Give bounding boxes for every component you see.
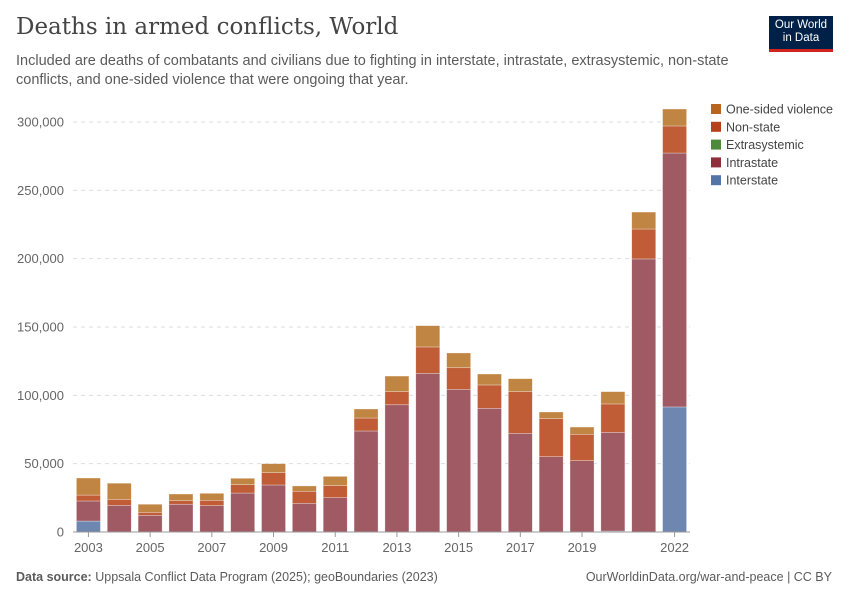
x-tick-label: 2013 — [382, 540, 411, 555]
bar-segment-one-sided-violence — [137, 503, 163, 513]
bar-segment-intrastate — [538, 456, 564, 533]
y-tick-label: 0 — [57, 525, 64, 540]
x-tick-label: 2017 — [506, 540, 535, 555]
bar-segment-intrastate — [168, 503, 194, 533]
bar-segment-interstate — [76, 520, 101, 533]
legend-label: One-sided violence — [726, 103, 833, 117]
x-tick-label: 2003 — [74, 540, 103, 555]
x-tick-label: 2022 — [660, 540, 689, 555]
bar-segment-non-state — [137, 512, 163, 516]
bar-segment-one-sided-violence — [292, 485, 317, 492]
data-source: Data source: Uppsala Conflict Data Progr… — [16, 570, 438, 584]
bar-segment-non-state — [631, 228, 657, 260]
bar-segment-one-sided-violence — [600, 391, 626, 405]
bar-segment-one-sided-violence — [261, 463, 286, 473]
bar-segment-non-state — [353, 417, 379, 432]
y-tick-label: 150,000 — [17, 320, 64, 335]
bar-segment-non-state — [477, 384, 502, 409]
x-tick-label: 2009 — [259, 540, 288, 555]
bar-segment-one-sided-violence — [384, 375, 410, 392]
bar-segment-non-state — [76, 494, 101, 502]
legend-label: Interstate — [726, 174, 778, 188]
bar-segment-one-sided-violence — [415, 325, 441, 348]
y-tick-label: 300,000 — [17, 115, 64, 130]
y-tick-label: 250,000 — [17, 183, 64, 198]
bar-segment-intrastate — [508, 433, 533, 533]
bar-segment-intrastate — [76, 500, 101, 522]
legend-swatch — [711, 175, 721, 186]
bar-segment-non-state — [569, 433, 595, 461]
legend-swatch — [711, 139, 721, 150]
bar-segment-one-sided-violence — [199, 493, 225, 501]
bar-segment-non-state — [230, 484, 255, 494]
bar-segment-intrastate — [384, 404, 410, 533]
legend-swatch — [711, 121, 721, 132]
source-text: Uppsala Conflict Data Program (2025); ge… — [95, 570, 438, 584]
bar-segment-non-state — [292, 490, 317, 504]
chart-subtitle: Included are deaths of combatants and ci… — [16, 53, 729, 88]
bar-segment-one-sided-violence — [106, 482, 132, 500]
bar-segment-non-state — [261, 472, 286, 486]
x-tick-label: 2007 — [197, 540, 226, 555]
bar-segment-non-state — [199, 499, 225, 506]
bar-segment-intrastate — [137, 515, 163, 533]
bar-segment-intrastate — [106, 505, 132, 533]
bar-segment-intrastate — [199, 505, 225, 533]
x-tick-label: 2019 — [568, 540, 597, 555]
bar-segment-intrastate — [292, 502, 317, 533]
bar-segment-intrastate — [631, 258, 657, 533]
bar-segment-non-state — [322, 485, 348, 498]
legend-swatch — [711, 104, 721, 114]
bar-segment-one-sided-violence — [538, 411, 564, 420]
chart-title: Deaths in armed conflicts, World — [16, 14, 399, 40]
x-tick-label: 2011 — [321, 540, 349, 555]
legend-label: Non-state — [726, 120, 780, 134]
bar-segment-one-sided-violence — [168, 493, 194, 502]
bar-segment-intrastate — [415, 373, 441, 533]
bar-segment-one-sided-violence — [662, 108, 687, 127]
source-label: Data source: — [16, 570, 92, 584]
legend-swatch — [711, 157, 721, 168]
bar-segment-non-state — [384, 391, 410, 406]
bar-segment-non-state — [600, 403, 626, 433]
bar-segment-one-sided-violence — [353, 408, 379, 419]
bar-segment-non-state — [538, 418, 564, 457]
bar-segment-one-sided-violence — [569, 426, 595, 435]
y-tick-label: 50,000 — [24, 456, 64, 471]
legend-label: Intrastate — [726, 156, 778, 170]
y-tick-label: 200,000 — [17, 251, 64, 266]
bar-segment-intrastate — [569, 460, 595, 533]
owid-logo[interactable]: Our World in Data — [769, 16, 833, 52]
bar-segment-intrastate — [322, 497, 348, 533]
bar-segment-intrastate — [477, 408, 502, 533]
bar-segment-intrastate — [230, 492, 255, 533]
bar-segment-intrastate — [353, 430, 379, 533]
y-tick-label: 100,000 — [17, 388, 64, 403]
x-tick-label: 2005 — [136, 540, 165, 555]
bar-segment-one-sided-violence — [477, 373, 502, 386]
bar-segment-one-sided-violence — [508, 378, 533, 392]
legend-label: Extrasystemic — [726, 138, 804, 152]
bar-segment-intrastate — [261, 484, 286, 533]
bar-segment-non-state — [415, 346, 441, 374]
bar-segment-one-sided-violence — [631, 211, 657, 230]
bar-segment-one-sided-violence — [446, 352, 471, 369]
bar-segment-one-sided-violence — [322, 476, 348, 486]
bar-segment-one-sided-violence — [230, 477, 255, 486]
bar-segment-non-state — [508, 391, 533, 434]
bar-segment-interstate — [662, 406, 687, 533]
bar-segment-intrastate — [446, 389, 471, 533]
x-tick-label: 2015 — [444, 540, 473, 555]
bar-segment-non-state — [106, 499, 132, 506]
bar-segment-non-state — [446, 367, 471, 390]
bar-segment-non-state — [168, 500, 194, 505]
bar-segment-intrastate — [662, 152, 687, 408]
bar-segment-intrastate — [600, 432, 626, 532]
bar-segment-one-sided-violence — [76, 477, 101, 496]
bar-segment-non-state — [662, 125, 687, 154]
license-link[interactable]: OurWorldinData.org/war-and-peace | CC BY — [585, 570, 832, 584]
